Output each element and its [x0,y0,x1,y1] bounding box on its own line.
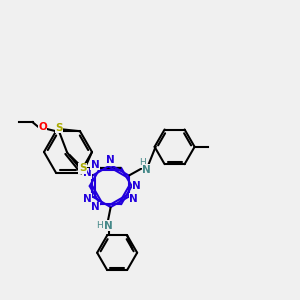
Text: N: N [83,194,92,204]
Text: N: N [130,194,138,204]
Text: H: H [139,158,146,167]
Text: O: O [38,122,47,132]
Text: S: S [79,163,86,173]
Text: N: N [104,221,112,231]
Text: S: S [56,123,63,133]
Text: N: N [132,181,141,191]
Text: N: N [91,202,100,212]
Text: N: N [91,160,100,170]
Text: N: N [83,168,92,178]
Text: H: H [96,221,103,230]
Text: N: N [142,165,151,175]
Text: N: N [106,155,115,165]
